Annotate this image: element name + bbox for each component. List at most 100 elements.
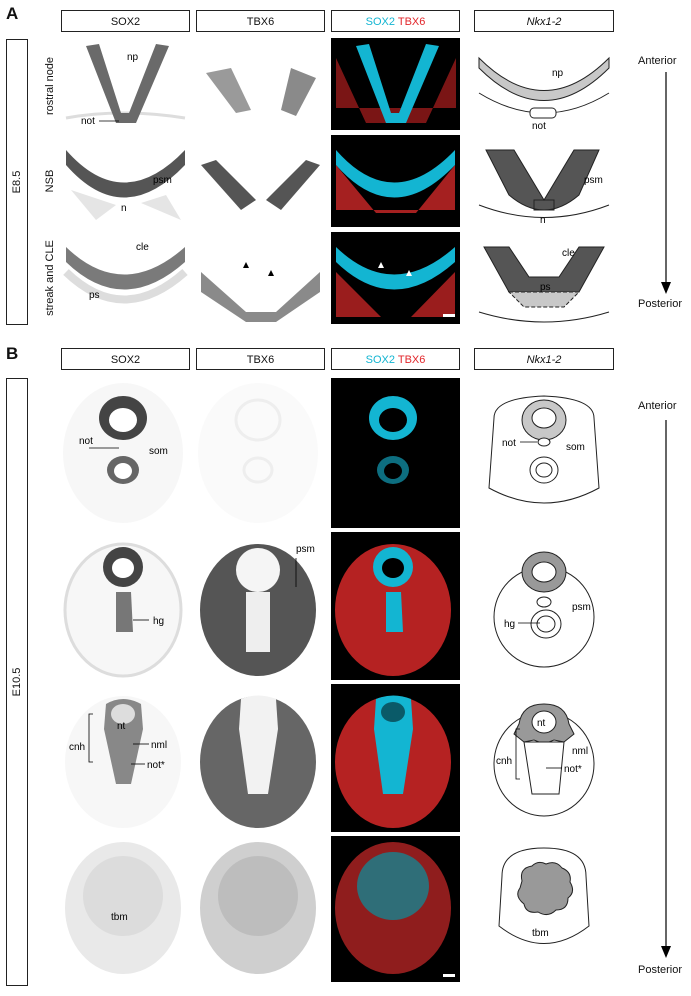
merge-tbx6-label: TBX6 [397, 16, 426, 28]
row-label-streak-cle: streak and CLE [44, 240, 56, 316]
schem-label-cnh: cnh [496, 756, 512, 767]
label-cnh: cnh [69, 742, 85, 753]
schem-label-som: som [566, 442, 585, 453]
b-r4-tbx6-svg [200, 842, 316, 974]
row-label-nsb: NSB [44, 169, 56, 193]
b-r2-sox2-svg: hg [63, 542, 183, 678]
b-r1-schematic-svg: not som [488, 395, 600, 504]
b-r2-merge-image [331, 532, 460, 680]
b-r3-tbx6-image [196, 684, 325, 832]
b-r1-merge-image [331, 378, 460, 528]
a-r2-tbx6-image [196, 135, 325, 227]
a-r3-merge-image [331, 232, 460, 324]
axis-b-arrow-icon [661, 420, 671, 958]
schem-label-psm: psm [584, 175, 603, 186]
scale-bar [443, 314, 455, 317]
a-r1-schematic-svg: np not [478, 56, 610, 130]
b-r4-schematic-svg: tbm [498, 847, 590, 944]
b-r2-sox2-image: hg [61, 532, 190, 680]
b-r4-sox2-svg: tbm [65, 842, 181, 974]
panel-a-letter: A [6, 4, 19, 23]
schem-label-not-star: not* [564, 764, 582, 775]
header-a-merge: SOX2 TBX6 [331, 10, 460, 32]
stage-box-e85: E8.5 [6, 39, 28, 325]
panel-b-letter: B [6, 344, 19, 363]
label-cle: cle [136, 242, 149, 253]
axis-a-anterior: Anterior [638, 55, 677, 67]
b-r4-schematic: tbm [474, 836, 614, 982]
header-b-sox2: SOX2 [61, 348, 190, 370]
b-r2-merge-svg [335, 544, 451, 676]
schem-label-n: n [540, 215, 546, 226]
a-r2-sox2-image: psm n [61, 135, 190, 227]
label-not: not [81, 116, 95, 127]
merge-sox2-label: SOX2 [365, 16, 395, 28]
a-r3-merge-svg [336, 247, 455, 317]
schem-label-nt: nt [537, 718, 546, 729]
a-r3-tbx6-image [196, 232, 325, 324]
a-r1-schematic: np not [474, 38, 614, 130]
a-r3-tbx6-svg [201, 262, 320, 322]
merge-b-tbx6-label: TBX6 [397, 354, 426, 366]
header-a-sox2: SOX2 [61, 10, 190, 32]
label-psm: psm [153, 175, 172, 186]
arrowhead-icon [378, 262, 384, 268]
axis-b-anterior: Anterior [638, 400, 677, 412]
label-nt: nt [117, 721, 126, 732]
label-nml: nml [151, 740, 167, 751]
b-r1-tbx6-image [196, 378, 325, 528]
label-som: som [149, 446, 168, 457]
a-r1-sox2-svg: np not [65, 44, 186, 127]
header-b-tbx6: TBX6 [196, 348, 325, 370]
schem-label-psm-b: psm [572, 602, 591, 613]
a-r3-schematic-svg: cle ps [478, 246, 610, 323]
label-n: n [121, 203, 127, 214]
a-r1-tbx6-svg [206, 68, 316, 116]
schem-label-ps: ps [540, 282, 551, 293]
a-r1-tbx6-image [196, 38, 325, 130]
b-r2-tbx6-svg: psm [200, 544, 316, 676]
b-r3-sox2-svg: nt cnh nml not* [65, 696, 181, 828]
arrowhead-icon [268, 270, 274, 276]
header-b-merge: SOX2 TBX6 [331, 348, 460, 370]
stage-label-e85: E8.5 [11, 170, 23, 194]
schem-label-np: np [552, 68, 564, 79]
b-r2-tbx6-image: psm [196, 532, 325, 680]
b-r3-tbx6-svg [200, 695, 316, 828]
a-r3-sox2-image: cle ps [61, 232, 190, 324]
merge-b-sox2-label: SOX2 [365, 354, 395, 366]
schem-label-not: not [532, 121, 546, 130]
b-r3-merge-image [331, 684, 460, 832]
scale-bar-b [443, 974, 455, 977]
a-r3-schematic: cle ps [474, 232, 614, 324]
axis-b-posterior: Posterior [638, 964, 683, 976]
a-r1-sox2-image: np not [61, 38, 190, 130]
b-r4-merge-image [331, 836, 460, 982]
label-not-star: not* [147, 760, 165, 771]
schem-label-tbm: tbm [532, 928, 549, 939]
axis-a-posterior: Posterior [638, 298, 683, 310]
a-r2-schematic-svg: psm n [478, 149, 610, 226]
a-r1-merge-image [331, 38, 460, 130]
label-not-b: not [79, 436, 93, 447]
b-r3-merge-svg [335, 695, 451, 828]
stage-box-e105: E10.5 [6, 378, 28, 986]
schem-label-nml: nml [572, 746, 588, 757]
schem-label-hg: hg [504, 619, 515, 630]
schem-label-cle: cle [562, 248, 575, 259]
label-ps: ps [89, 290, 100, 301]
header-a-tbx6: TBX6 [196, 10, 325, 32]
row-label-rostral-node: rostral node [44, 56, 56, 116]
arrowhead-icon [243, 262, 249, 268]
b-r1-schematic: not som [474, 378, 614, 528]
b-r4-sox2-image: tbm [61, 836, 190, 982]
label-tbm: tbm [111, 912, 128, 923]
b-r2-schematic: hg psm [474, 532, 614, 680]
label-np: np [127, 52, 139, 63]
header-a-schematic: Nkx1-2 [474, 10, 614, 32]
b-r3-sox2-image: nt cnh nml not* [61, 684, 190, 832]
a-r2-merge-image [331, 135, 460, 227]
header-b-schematic: Nkx1-2 [474, 348, 614, 370]
b-r1-sox2-image: not som [61, 378, 190, 528]
stage-label-e105: E10.5 [11, 667, 23, 697]
